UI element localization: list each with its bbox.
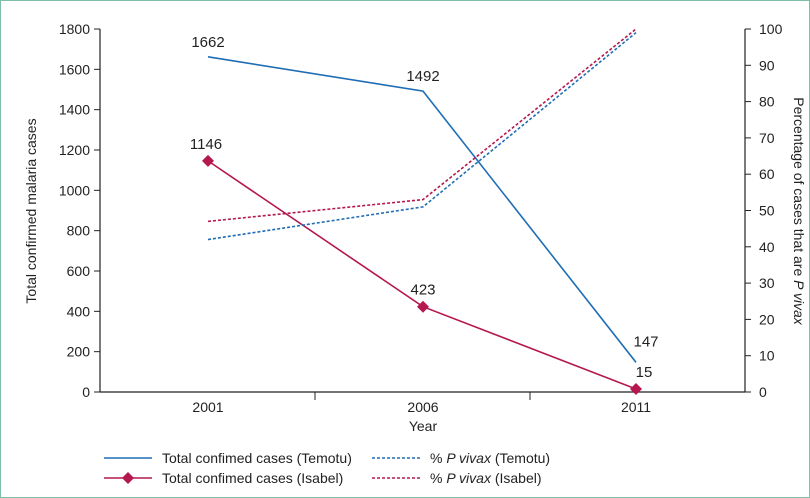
data-label: 423: [410, 282, 435, 299]
right-axis-title-italic: P vivax: [791, 280, 807, 326]
left-tick-label: 400: [67, 303, 91, 319]
x-ticks: 2001 2006 2011: [192, 392, 651, 415]
series-line-1: [207, 160, 637, 390]
data-label: 15: [636, 364, 653, 381]
right-tick-label: 10: [759, 348, 775, 364]
series-point-diamond: [630, 382, 642, 395]
right-axis-title-prefix: Percentage of cases that are: [791, 97, 807, 280]
series-point-diamond: [202, 154, 214, 167]
series-point-diamond: [417, 300, 429, 313]
data-label: 1662: [191, 34, 224, 51]
x-tick-label: 2006: [407, 399, 438, 415]
left-tick-label: 800: [67, 223, 91, 239]
series-line-3: [207, 28, 637, 223]
left-tick-label: 1200: [59, 142, 90, 158]
left-tick-label: 1600: [59, 61, 90, 77]
legend-label-vivax-isabel: % P vivax (Isabel): [430, 470, 542, 486]
right-tick-label: 90: [759, 57, 775, 73]
right-y-ticks: 0 10 20 30 40 50 60 70 80 90 100: [745, 21, 783, 400]
right-tick-label: 50: [759, 203, 775, 219]
legend-label-isabel-cases: Total confimed cases (Isabel): [162, 470, 343, 486]
legend: Total confimed cases (Temotu) Total conf…: [104, 450, 550, 486]
right-axis-title: Percentage of cases that are P vivax: [791, 97, 807, 325]
right-tick-label: 60: [759, 166, 775, 182]
marker-layer: [202, 154, 642, 395]
right-tick-label: 30: [759, 275, 775, 291]
right-tick-label: 0: [759, 384, 767, 400]
x-tick-label: 2001: [192, 399, 223, 415]
legend-label-vivax-temotu: % P vivax (Temotu): [430, 450, 550, 466]
data-labels: 1662 1492 147 1146 423 15: [190, 34, 659, 381]
x-tick-label: 2011: [621, 399, 651, 415]
left-tick-label: 600: [67, 263, 91, 279]
right-tick-label: 70: [759, 130, 775, 146]
right-tick-label: 40: [759, 239, 775, 255]
left-tick-label: 1800: [59, 21, 90, 37]
right-tick-label: 20: [759, 311, 775, 327]
left-y-ticks: 0 200 400 600 800 1000 1200 1400 1600 1800: [59, 21, 100, 400]
series-layer: [207, 28, 637, 390]
left-tick-label: 1400: [59, 102, 90, 118]
data-label: 147: [633, 333, 658, 350]
right-tick-label: 80: [759, 94, 775, 110]
legend-marker-isabel-cases: [122, 472, 134, 484]
left-tick-label: 0: [82, 384, 90, 400]
data-label: 1492: [406, 68, 439, 85]
x-axis-title: Year: [409, 418, 438, 434]
series-line-2: [207, 32, 637, 241]
data-label: 1146: [190, 136, 222, 153]
legend-label-temotu-cases: Total confimed cases (Temotu): [162, 450, 352, 466]
right-tick-label: 100: [759, 21, 783, 37]
series-line-0: [207, 56, 637, 363]
left-tick-label: 1000: [59, 182, 90, 198]
left-axis-title: Total confirmed malaria cases: [23, 118, 39, 303]
left-tick-label: 200: [67, 344, 91, 360]
